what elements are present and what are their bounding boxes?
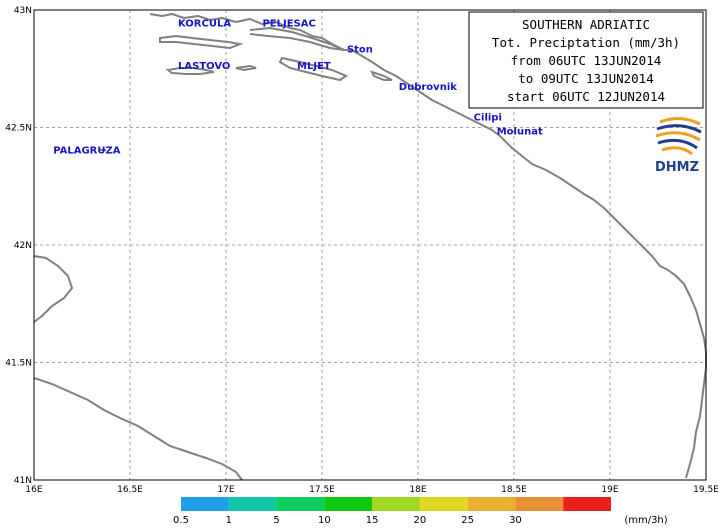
legend-swatch: [228, 497, 277, 511]
legend-unit: (mm/3h): [624, 515, 667, 526]
legend-swatch: [276, 497, 325, 511]
lon-tick-label: 17E: [217, 485, 234, 495]
island-elafiti: [370, 70, 393, 81]
legend-label: 25: [461, 515, 474, 526]
dhmz-logo: DHMZ: [655, 117, 702, 175]
legend-label: 20: [414, 515, 427, 526]
place-label-ston: Ston: [347, 44, 373, 55]
lon-tick-label: 18.5E: [501, 485, 527, 495]
place-label-mljet: MLJET: [297, 61, 331, 72]
place-label-dubrovnik: Dubrovnik: [399, 82, 457, 93]
lon-tick-label: 17.5E: [309, 485, 335, 495]
legend-label: 30: [509, 515, 522, 526]
lon-tick-label: 19.5E: [693, 485, 719, 495]
axis-ticks: 16E 16.5E 17E 17.5E 18E 18.5E 19E 19.5E 43N 42.5N…: [5, 6, 719, 495]
place-labels: KORCULA PELJESAC Ston LASTOVO MLJET Dubrovnik…: [53, 18, 543, 156]
place-label-lastovo: LASTOVO: [178, 61, 230, 72]
lat-tick-label: 41N: [14, 476, 32, 486]
title-line-4: to 09UTC 13JUN2014: [518, 71, 653, 86]
legend-swatch: [515, 497, 564, 511]
island-korcula: [159, 34, 244, 50]
lat-tick-label: 43N: [14, 6, 32, 16]
title-line-1: SOUTHERN ADRIATIC: [522, 17, 650, 32]
legend-label: 0.5: [173, 515, 189, 526]
legend: 0.5 1 5 10 15 20 25 30 (mm/3h): [173, 497, 668, 526]
coastline-italy-north: [33, 255, 74, 323]
legend-label: 1: [226, 515, 232, 526]
legend-swatch: [563, 497, 611, 511]
legend-swatch: [324, 497, 373, 511]
lon-tick-label: 16.5E: [117, 485, 143, 495]
title-line-2: Tot. Preciptation (mm/3h): [492, 35, 680, 50]
lon-tick-label: 19E: [601, 485, 618, 495]
title-box: SOUTHERN ADRIATIC Tot. Preciptation (mm/…: [468, 11, 704, 109]
lat-tick-label: 41.5N: [5, 359, 32, 369]
coastline: [33, 13, 707, 481]
title-box-frame: [468, 11, 704, 109]
legend-swatch: [372, 497, 420, 511]
lon-tick-label: 16E: [25, 485, 42, 495]
place-label-cilipi: Cilipi: [474, 112, 502, 123]
title-line-5: start 06UTC 12JUN2014: [507, 89, 665, 104]
legend-label: 10: [318, 515, 331, 526]
coastline-italy-south: [33, 377, 243, 481]
lat-tick-label: 42.5N: [5, 124, 32, 134]
legend-label: 15: [366, 515, 379, 526]
dhmz-swirl-logo-icon: [655, 117, 702, 156]
peninsula-peljesac: [249, 26, 345, 51]
place-label-palagruza: PALAGRUZA: [53, 145, 121, 156]
title-line-3: from 06UTC 13JUN2014: [511, 53, 662, 68]
legend-swatch: [419, 497, 468, 511]
place-label-korcula: KORCULA: [178, 18, 231, 29]
island-lastovo: [165, 64, 257, 75]
place-label-peljesac: PELJESAC: [262, 18, 315, 29]
legend-swatch: [467, 497, 516, 511]
lon-tick-label: 18E: [409, 485, 426, 495]
island-mljet: [278, 56, 349, 82]
place-label-molunat: Molunat: [497, 127, 543, 138]
lat-tick-label: 42N: [14, 241, 32, 251]
legend-label: 5: [273, 515, 279, 526]
legend-swatch: [181, 497, 229, 511]
logo-text: DHMZ: [655, 160, 699, 175]
map-frame: [33, 9, 707, 481]
coastline-mainland: [149, 13, 707, 479]
